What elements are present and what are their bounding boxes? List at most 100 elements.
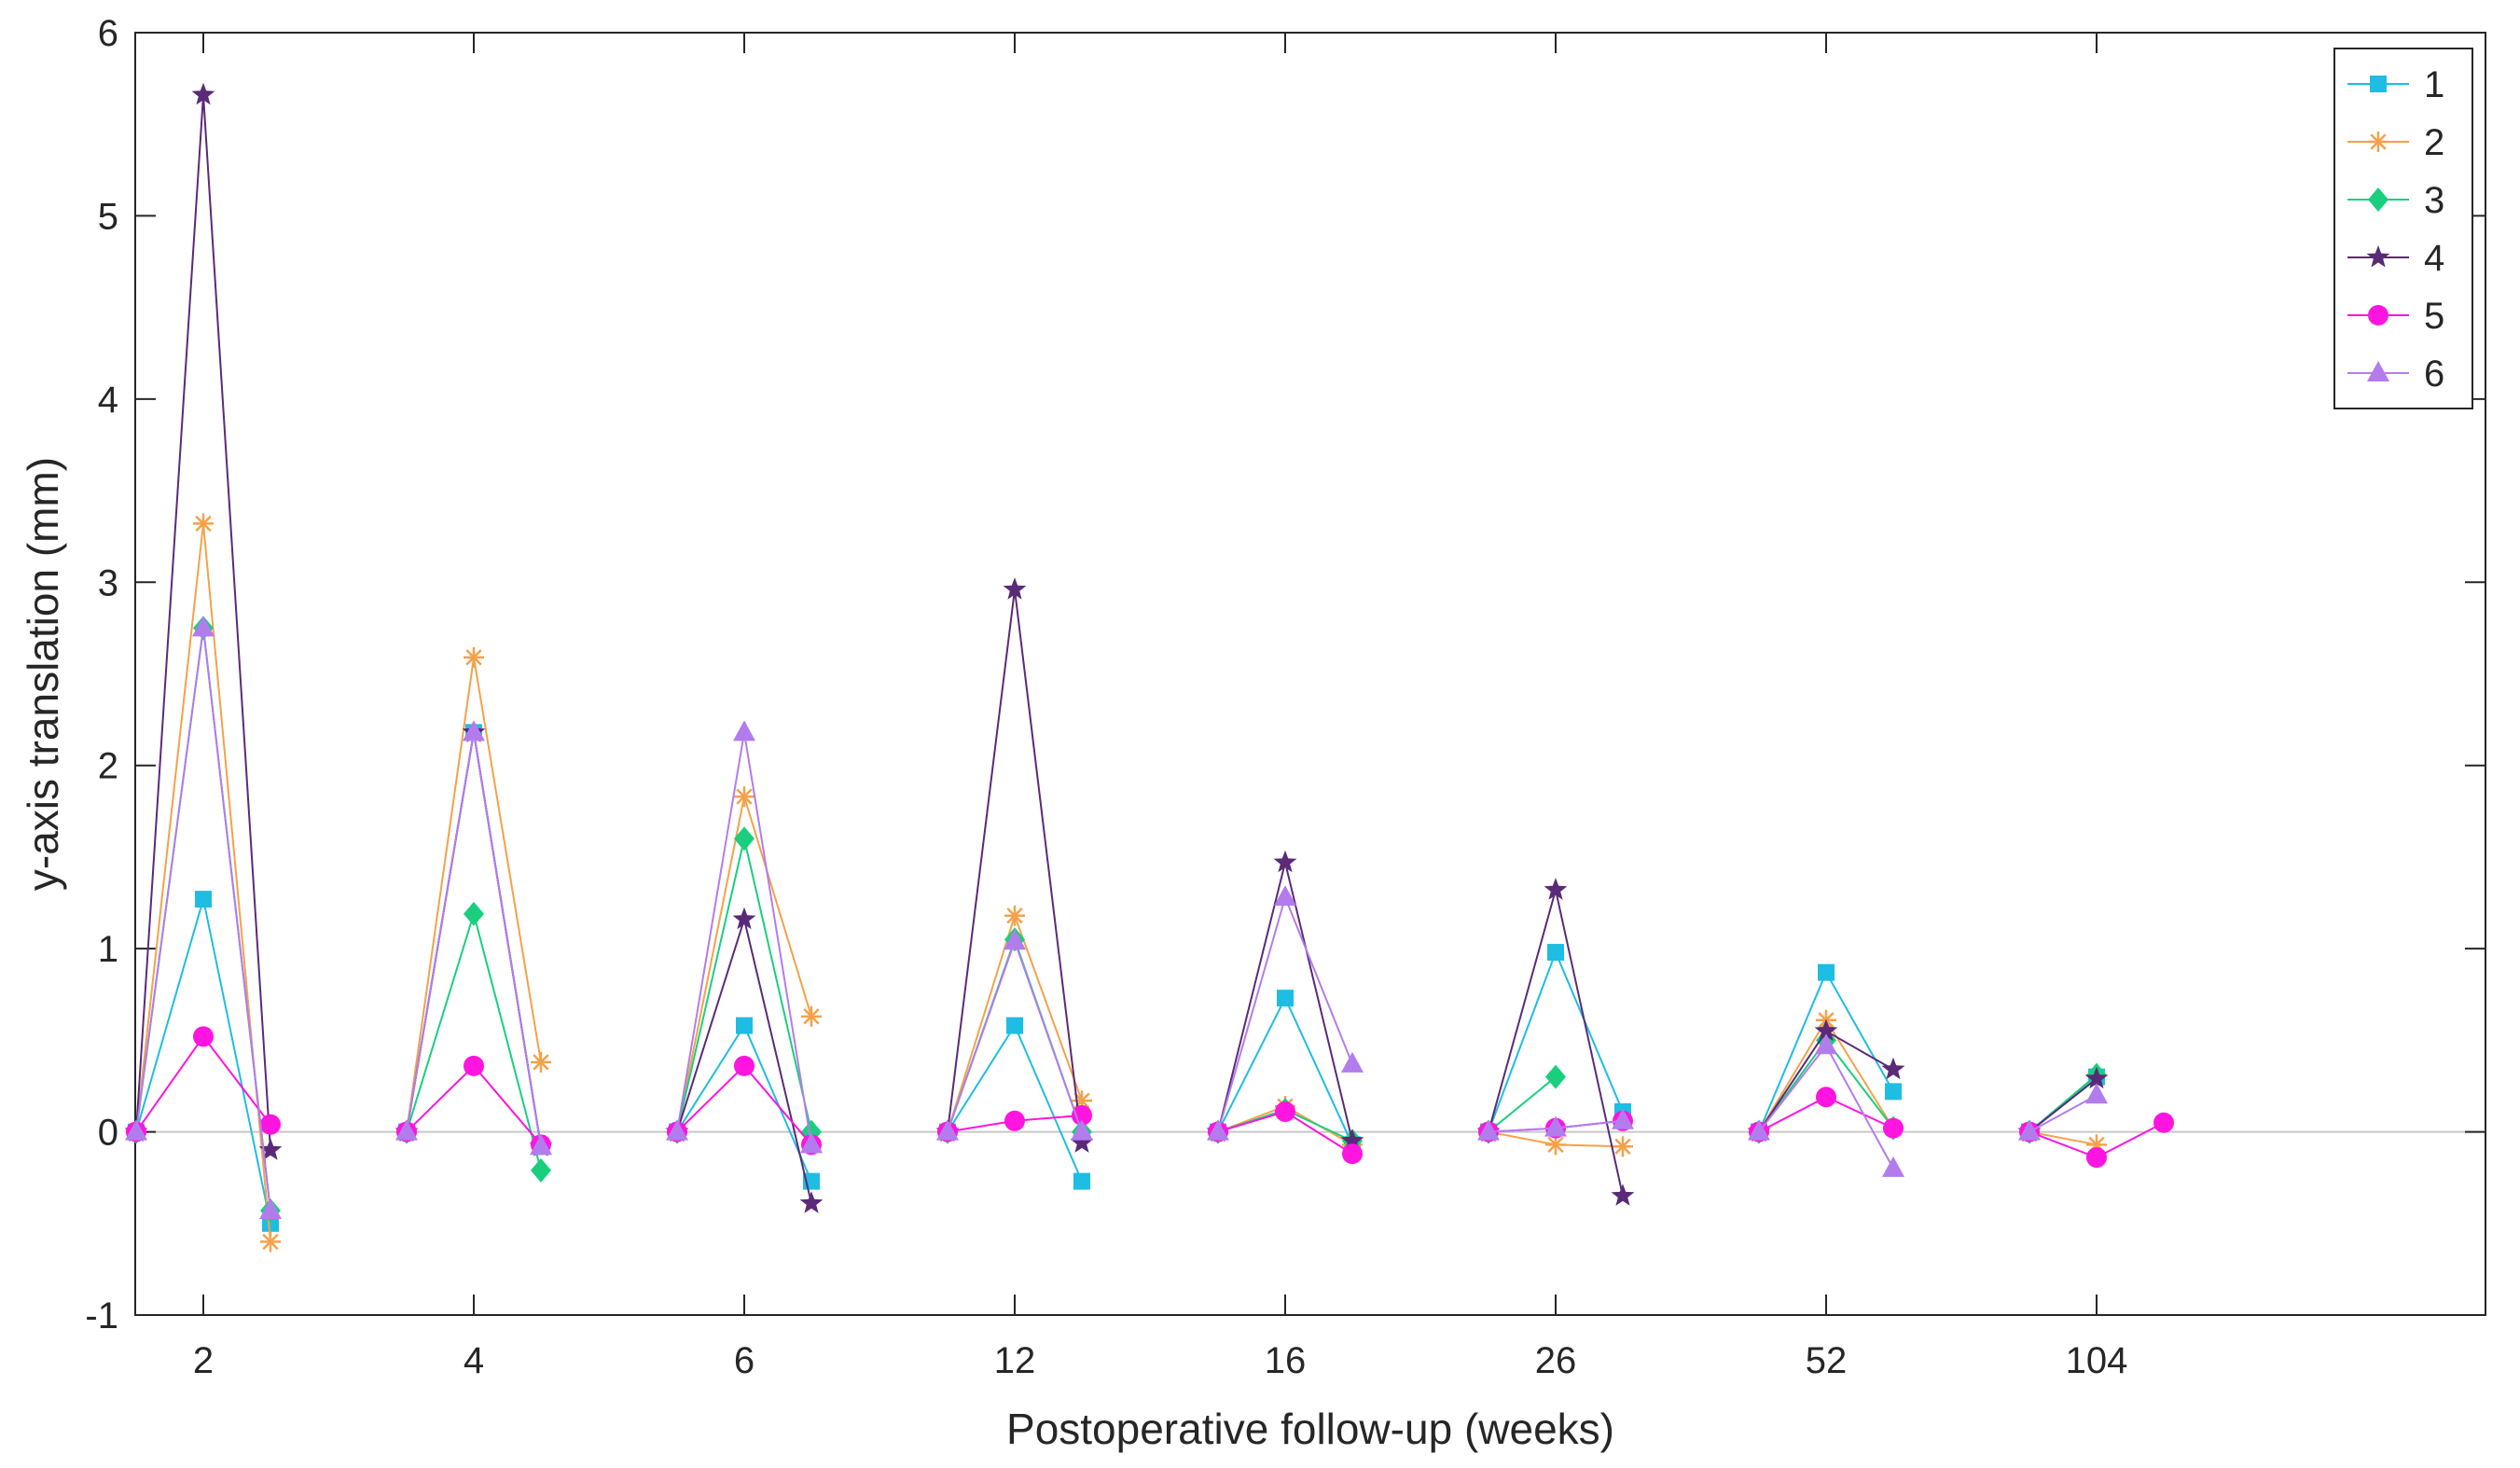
triangle-marker-shape — [1882, 1156, 1904, 1177]
circle-marker-shape — [1816, 1087, 1836, 1108]
series-1-point — [1885, 1083, 1902, 1101]
triangle-marker-shape — [1274, 885, 1296, 907]
circle-marker-shape — [1275, 1101, 1295, 1122]
triangle-marker-shape — [259, 1198, 282, 1220]
asterisk-marker-stroke — [1547, 1136, 1564, 1153]
series-6-point — [192, 616, 215, 637]
series-1-point — [1547, 944, 1564, 962]
series-3-point — [464, 901, 484, 926]
series-6-point — [936, 1119, 959, 1141]
legend-marker — [2368, 305, 2388, 325]
triangle-marker-shape — [800, 1132, 823, 1154]
diamond-marker-shape — [734, 826, 755, 852]
legend-label: 3 — [2424, 180, 2444, 221]
star-marker-shape — [1611, 1184, 1635, 1206]
series-4 — [124, 82, 2109, 1213]
square-marker-shape — [1818, 963, 1835, 981]
triangle-marker-shape — [733, 720, 755, 741]
series-3-point — [531, 1157, 551, 1183]
series-5-point — [1342, 1143, 1363, 1165]
circle-marker-shape — [193, 1026, 214, 1047]
series-6-point — [463, 720, 485, 741]
legend-marker — [2366, 245, 2390, 268]
x-axis-label: Postoperative follow-up (weeks) — [1006, 1405, 1614, 1453]
series-6-point — [1207, 1119, 1229, 1141]
square-marker-shape — [1073, 1172, 1090, 1190]
x-tick-label: 26 — [1535, 1340, 1577, 1381]
series-2-point — [1004, 905, 1025, 926]
y-tick-label: -1 — [85, 1295, 118, 1336]
series-5-point — [260, 1114, 281, 1135]
star-marker-shape — [1544, 878, 1568, 900]
circle-marker-shape — [1004, 1110, 1025, 1131]
series-5-point — [1275, 1101, 1295, 1122]
legend-label: 2 — [2424, 122, 2444, 163]
y-tick-label: 0 — [98, 1113, 118, 1154]
series-5-point — [1072, 1104, 1092, 1126]
series-layer — [124, 82, 2174, 1253]
series-4-point — [1273, 850, 1297, 873]
square-marker-shape — [1885, 1083, 1902, 1101]
triangle-marker-shape — [1004, 929, 1026, 950]
legend-marker — [2368, 132, 2388, 152]
series-4-point — [1814, 1018, 1838, 1042]
y-tick-label: 3 — [98, 562, 118, 603]
series-2-point — [734, 786, 755, 808]
diamond-marker-shape — [531, 1157, 551, 1183]
square-marker-shape — [1277, 990, 1294, 1007]
legend-entry-4: 4 — [2347, 238, 2444, 279]
star-marker-shape — [1273, 850, 1297, 873]
triangle-marker-shape — [463, 720, 485, 741]
series-2-point — [260, 1231, 281, 1253]
series-5-point — [464, 1055, 484, 1076]
star-marker-shape — [732, 907, 756, 930]
asterisk-marker-stroke — [736, 788, 753, 805]
series-1-point — [1818, 963, 1835, 981]
circle-marker-shape — [464, 1055, 484, 1076]
legend-entry-1: 1 — [2347, 64, 2444, 105]
triangle-marker-shape — [192, 616, 215, 637]
y-tick-label: 6 — [98, 13, 118, 54]
square-marker-shape — [262, 1214, 279, 1232]
series-6-point — [800, 1132, 823, 1154]
triangle-marker-shape — [125, 1119, 147, 1141]
series-6-point — [1274, 885, 1296, 907]
star-marker-shape — [2084, 1066, 2109, 1089]
series-4-point — [1611, 1184, 1635, 1206]
series-5-point — [1883, 1117, 1904, 1139]
series-4-point — [1881, 1057, 1905, 1080]
series-3-point — [734, 826, 755, 852]
series-1-point — [736, 1017, 753, 1034]
star-marker-shape — [1070, 1130, 1094, 1153]
star-marker-shape — [1340, 1129, 1364, 1151]
series-2-line — [2028, 1130, 2098, 1146]
square-marker-shape — [195, 891, 212, 908]
series-4-line — [2028, 1077, 2098, 1133]
series-1-point — [1006, 1017, 1023, 1034]
star-marker-shape — [1814, 1018, 1838, 1042]
triangle-marker-shape — [2018, 1119, 2041, 1141]
triangle-marker-shape — [1815, 1033, 1837, 1055]
series-6-point — [733, 720, 755, 741]
legend-label: 6 — [2424, 353, 2444, 395]
series-6-point — [1815, 1033, 1837, 1055]
x-tick-label: 52 — [1806, 1340, 1848, 1381]
series-6-point — [1477, 1119, 1500, 1141]
legend-entry-6: 6 — [2347, 353, 2444, 395]
y-tick-label: 1 — [98, 929, 118, 970]
triangle-marker-shape — [395, 1119, 418, 1141]
triangle-marker-shape — [1612, 1108, 1634, 1129]
circle-marker-shape — [260, 1114, 281, 1135]
asterisk-marker-stroke — [2370, 133, 2387, 150]
series-4-point — [1070, 1130, 1094, 1153]
circle-marker-shape — [1883, 1117, 1904, 1139]
star-marker-shape — [1881, 1057, 1905, 1080]
asterisk-marker-stroke — [803, 1008, 820, 1025]
series-6-point — [1882, 1156, 1904, 1177]
y-axis-label: y-axis translation (mm) — [19, 457, 67, 891]
triangle-marker-shape — [1071, 1119, 1093, 1141]
series-6-point — [395, 1119, 418, 1141]
series-1-point — [1277, 990, 1294, 1007]
